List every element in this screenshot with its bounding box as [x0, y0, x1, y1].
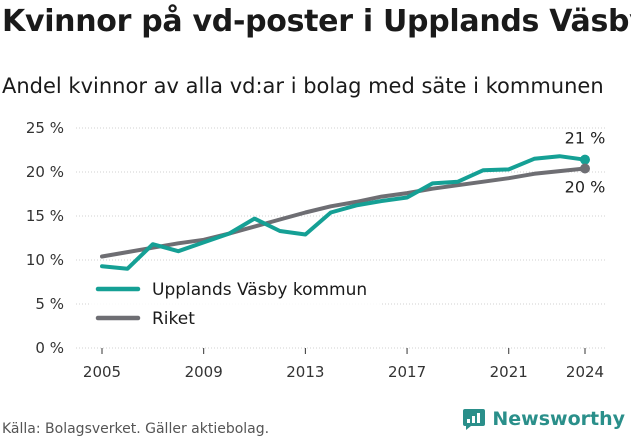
series-end-label: 21 %	[565, 129, 606, 148]
brand-name: Newsworthy	[492, 408, 625, 430]
line-chart: 0 % 5 % 10 % 15 % 20 % 25 % 2005 2009 2013 2017 20…	[26, 119, 606, 381]
y-tick-label: 0 %	[35, 339, 64, 357]
series-end-label: 20 %	[565, 177, 606, 196]
y-tick-label: 15 %	[26, 207, 64, 225]
brand-logo: Newsworthy	[462, 407, 625, 431]
chart-title: Kvinnor på vd-poster i Upplands Väsby	[2, 4, 631, 39]
source-note: Källa: Bolagsverket. Gäller aktiebolag.	[2, 421, 270, 437]
series-end-marker	[580, 163, 590, 174]
y-tick-label: 20 %	[26, 163, 64, 181]
newsworthy-icon	[463, 409, 486, 430]
series-line	[100, 166, 587, 259]
x-tick-label: 2005	[83, 363, 121, 381]
legend-background	[90, 272, 380, 334]
x-tick-label: 2021	[490, 363, 528, 381]
x-tick-label: 2009	[185, 363, 223, 381]
series-line	[100, 154, 587, 271]
y-tick-label: 5 %	[35, 295, 64, 313]
x-tick-label: 2017	[388, 363, 426, 381]
x-tick-label: 2013	[286, 363, 324, 381]
chart-subtitle: Andel kvinnor av alla vd:ar i bolag med …	[2, 74, 604, 98]
x-tick-label: 2024	[566, 363, 604, 381]
legend-label: Upplands Väsby kommun	[152, 280, 367, 300]
y-tick-label: 10 %	[26, 251, 64, 269]
legend-label: Riket	[152, 309, 195, 329]
y-tick-label: 25 %	[26, 119, 64, 137]
series-end-marker	[580, 154, 590, 165]
